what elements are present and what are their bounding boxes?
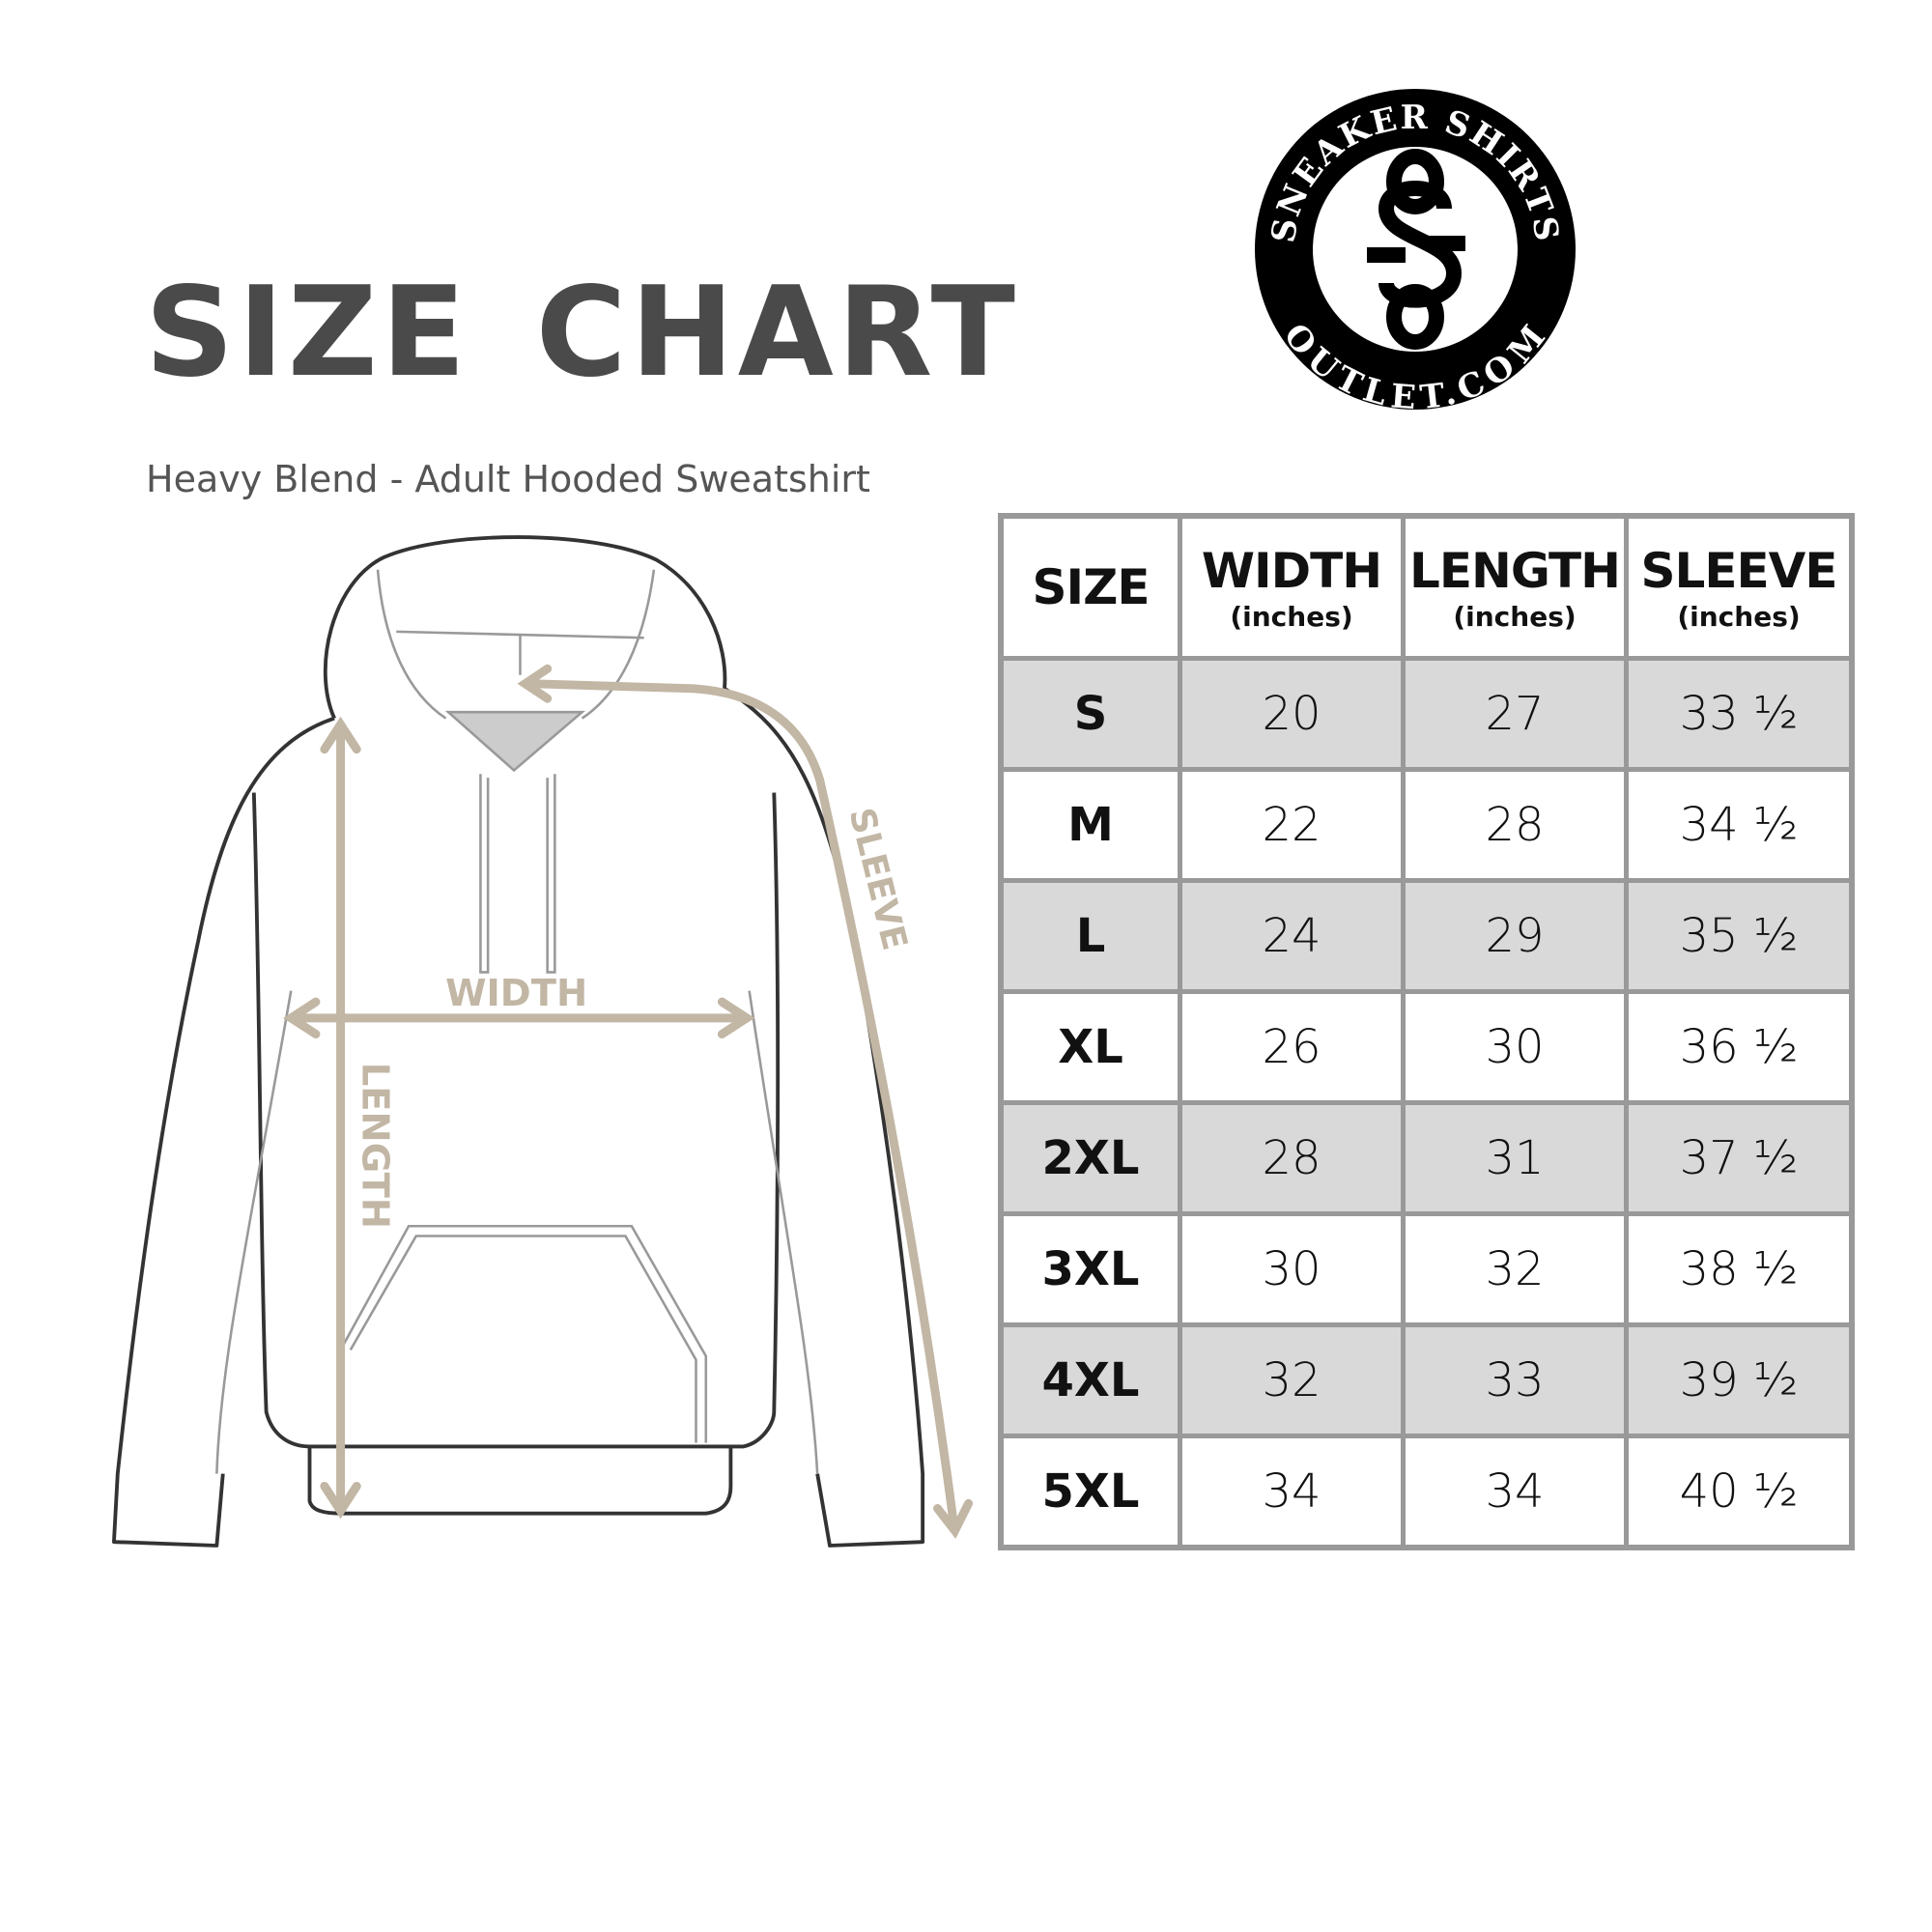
sleeve-cell: 33 ½ [1624, 656, 1855, 772]
size-cell: L [998, 878, 1182, 994]
table-row: XL 26 30 36 ½ [998, 989, 1855, 1105]
width-cell: 30 [1178, 1211, 1406, 1327]
measurement-arrows [283, 664, 974, 1539]
header-unit: (inches) [1453, 600, 1577, 633]
length-cell: 34 [1401, 1434, 1629, 1550]
sleeve-cell: 34 ½ [1624, 767, 1855, 883]
length-cell: 33 [1401, 1322, 1629, 1438]
width-label: WIDTH [445, 972, 587, 1015]
size-cell: 2XL [998, 1100, 1182, 1216]
brand-logo: SNEAKER SHIRTS OUTLET.COM [1255, 89, 1576, 413]
width-cell: 32 [1178, 1322, 1406, 1438]
size-cell: M [998, 767, 1182, 883]
table-row: L 24 29 35 ½ [998, 878, 1855, 994]
header-label: LENGTH [1409, 542, 1621, 599]
sleeve-cell: 36 ½ [1624, 989, 1855, 1105]
sleeve-cell: 35 ½ [1624, 878, 1855, 994]
length-cell: 28 [1401, 767, 1629, 883]
size-table: SIZE WIDTH (inches) LENGTH (inches) SLEEVE (in… [998, 513, 1855, 1550]
table-row: 5XL 34 34 40 ½ [998, 1434, 1855, 1550]
length-label: LENGTH [354, 1063, 397, 1229]
sleeve-cell: 40 ½ [1624, 1434, 1855, 1550]
width-cell: 34 [1178, 1434, 1406, 1550]
sleeve-cell: 38 ½ [1624, 1211, 1855, 1327]
product-subtitle: Heavy Blend - Adult Hooded Sweatshirt [146, 458, 870, 500]
hoodie-outline [112, 535, 925, 1548]
width-cell: 28 [1178, 1100, 1406, 1216]
sleeve-arrow [526, 679, 958, 1528]
width-cell: 24 [1178, 878, 1406, 994]
size-cell: XL [998, 989, 1182, 1105]
width-cell: 26 [1178, 989, 1406, 1105]
table-row: 3XL 30 32 38 ½ [998, 1211, 1855, 1327]
table-row: 4XL 32 33 39 ½ [998, 1322, 1855, 1438]
header-unit: (inches) [1230, 600, 1353, 633]
header-label: SIZE [1032, 559, 1150, 615]
size-cell: S [998, 656, 1182, 772]
width-cell: 20 [1178, 656, 1406, 772]
header-width: WIDTH (inches) [1178, 513, 1406, 661]
size-cell: 4XL [998, 1322, 1182, 1438]
hoodie-details [215, 569, 819, 1474]
header-size: SIZE [998, 513, 1182, 661]
table-row: M 22 28 34 ½ [998, 767, 1855, 883]
page-title: SIZE CHART [145, 261, 1019, 405]
header-sleeve: SLEEVE (inches) [1624, 513, 1855, 661]
table-row: S 20 27 33 ½ [998, 656, 1855, 772]
logo-monogram [1367, 149, 1465, 350]
size-cell: 5XL [998, 1434, 1182, 1550]
length-cell: 27 [1401, 656, 1629, 772]
length-cell: 29 [1401, 878, 1629, 994]
header-label: SLEEVE [1640, 542, 1837, 599]
length-cell: 32 [1401, 1211, 1629, 1327]
size-cell: 3XL [998, 1211, 1182, 1327]
header-length: LENGTH (inches) [1401, 513, 1629, 661]
header-label: WIDTH [1201, 542, 1382, 599]
neck-opening [444, 710, 586, 773]
length-cell: 30 [1401, 989, 1629, 1105]
table-row: 2XL 28 31 37 ½ [998, 1100, 1855, 1216]
header-unit: (inches) [1677, 600, 1801, 633]
sleeve-cell: 39 ½ [1624, 1322, 1855, 1438]
sleeve-cell: 37 ½ [1624, 1100, 1855, 1216]
table-header-row: SIZE WIDTH (inches) LENGTH (inches) SLEEVE (in… [998, 513, 1855, 661]
length-cell: 31 [1401, 1100, 1629, 1216]
width-cell: 22 [1178, 767, 1406, 883]
